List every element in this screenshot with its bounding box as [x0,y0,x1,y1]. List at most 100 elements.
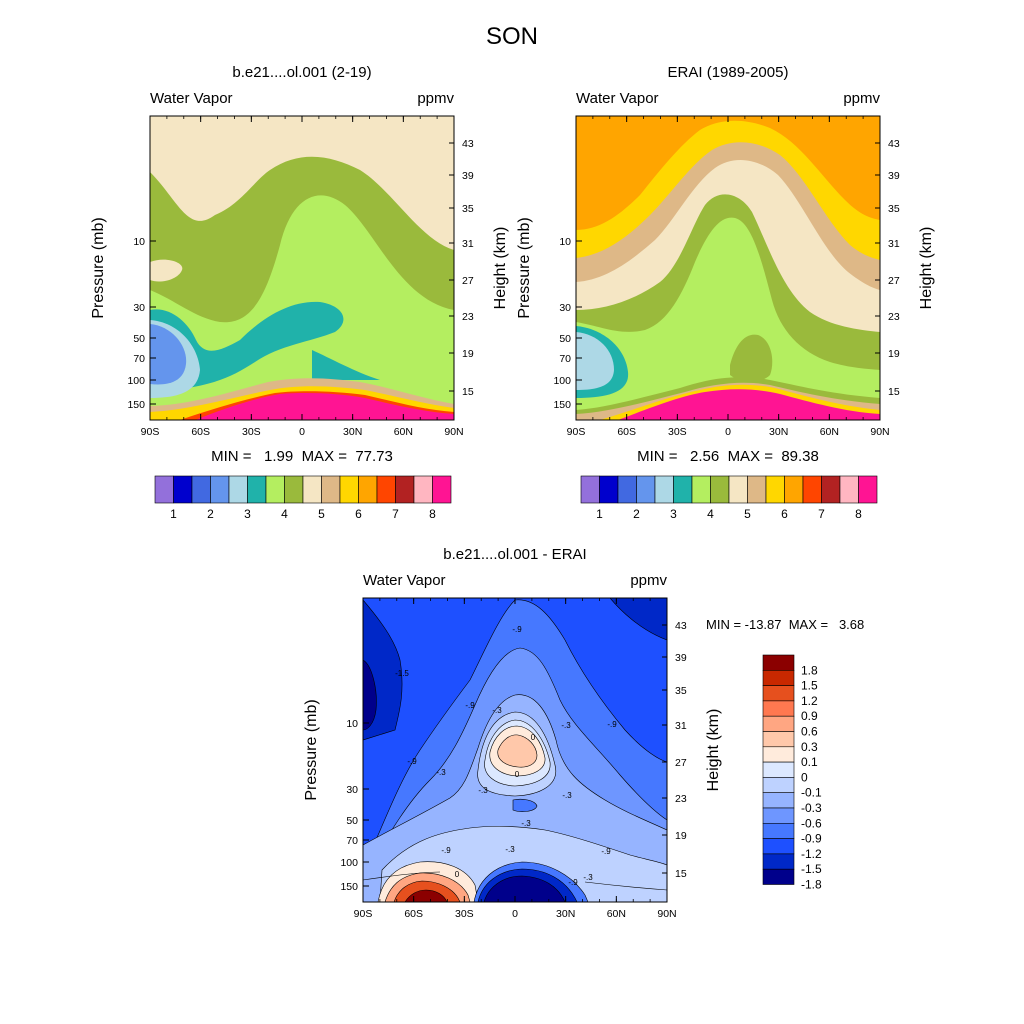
contour-label: -.3 [562,791,572,800]
panel-erai-xtick-label: 60N [820,426,839,438]
panel-diff-ytick-label: 70 [346,835,358,847]
panel-model-ytick-label: 100 [127,375,145,387]
colorbar-box [762,731,795,748]
panel-diff-ytick-label: 30 [346,784,358,796]
colorbar-box [413,475,433,504]
colorbar-label: 1 [170,507,177,521]
panel-erai-field [576,116,880,420]
figure-title: SON [486,23,538,50]
colorbar-label: 0.9 [801,709,818,723]
panel-model-xtick-label: 60S [191,426,210,438]
panel-diff-field [363,598,667,902]
panel-model-xtick-label: 90N [444,426,463,438]
colorbar-label: -1.5 [801,862,822,876]
panel-diff-title: b.e21....ol.001 - ERAI [443,546,586,563]
contour-label: 0 [531,733,536,742]
panel-erai-y2tick-label: 15 [888,386,900,398]
colorbar-label: -0.9 [801,832,822,846]
panel-model-xtick-label: 30N [343,426,362,438]
colorbar-box [747,475,767,504]
panel-erai-xtick-label: 0 [725,426,731,438]
contour-label: -.3 [561,721,571,730]
panel-diff: b.e21....ol.001 - ERAI Water Vapor ppmv [303,546,864,920]
colorbar-label: 1.2 [801,694,818,708]
colorbar-label: 2 [207,507,214,521]
colorbar-box [762,715,795,732]
colorbar-label: 8 [855,507,862,521]
colorbar-box [395,475,415,504]
colorbar-label: 5 [318,507,325,521]
panel-erai-ytick-label: 150 [553,399,571,411]
colorbar-box [265,475,285,504]
colorbar-box [580,475,600,504]
panel-model-y2tick-label: 15 [462,386,474,398]
panel-diff-contour-labels: -.9-1.5-.9-.3-.9-.30-.3 -.90-.3-.3-.9-.3-… [395,625,617,887]
colorbar-box [762,822,795,839]
panel-diff-xtick-label: 60S [404,908,423,920]
panel-model-blob-teal-north [312,350,380,380]
panel-erai-blob-olive-south [730,334,773,382]
panel-model-axes: 90S 60S 30S 0 30N 60N 90N 10 30 50 70 100 150 43 39 35 3… [127,116,474,438]
panel-diff-ytick-label: 50 [346,815,358,827]
panel-erai-y2tick-label: 27 [888,275,900,287]
panel-model-y2tick-label: 35 [462,203,474,215]
panel-model-trop-magenta [195,393,454,420]
colorbar-box [154,475,174,504]
colorbar-label: 1.8 [801,663,818,677]
panel-model-y2tick-label: 43 [462,138,474,150]
panel-model-stats: MIN = 1.99 MAX = 77.73 [211,448,393,465]
panel-erai-y2tick-label: 35 [888,203,900,215]
colorbar-box [762,685,795,702]
panel-diff-y2tick-label: 19 [675,830,687,842]
panel-erai-xtick-label: 30N [769,426,788,438]
panel-diff-y2tick-label: 27 [675,757,687,769]
panel-diff-cool-core [483,875,566,902]
panel-erai-xtick-label: 90N [870,426,889,438]
colorbar-label: 1 [596,507,603,521]
colorbar-label: 0 [801,770,808,784]
panel-erai-stats: MIN = 2.56 MAX = 89.38 [637,448,819,465]
panel-erai-xtick-label: 30S [668,426,687,438]
panel-model-xtick-label: 0 [299,426,305,438]
contour-label: -.9 [601,847,611,856]
panel-erai-band-lightblue [576,332,614,390]
colorbar-box [762,792,795,809]
colorbar-box [210,475,230,504]
colorbar-box [636,475,656,504]
contour-label: -.3 [521,819,531,828]
panel-erai-y2tick-label: 43 [888,138,900,150]
colorbar-box [247,475,267,504]
colorbar-label: 4 [707,507,714,521]
colorbar-box [599,475,619,504]
colorbar-label: 1.5 [801,679,818,693]
contour-label: -.3 [492,706,502,715]
panel-erai-right-label: ppmv [843,90,880,107]
panel-diff-right-label: ppmv [630,572,667,589]
panel-diff-ylabel: Pressure (mb) [303,699,320,800]
panel-model-y2tick-label: 31 [462,238,474,250]
panel-model-y2tick-label: 23 [462,311,474,323]
colorbar-box [762,853,795,870]
colorbar-box [302,475,322,504]
colorbar-box [321,475,341,504]
panel-erai-ytick-label: 50 [559,333,571,345]
panel-erai-ylabel: Pressure (mb) [516,217,533,318]
colorbar-box [728,475,748,504]
colorbar-box [339,475,359,504]
panel-model-ytick-label: 50 [133,333,145,345]
colorbar-label: 0.6 [801,725,818,739]
panel-erai-title: ERAI (1989-2005) [668,64,789,81]
colorbar-label: -0.6 [801,816,822,830]
panel-model-xtick-label: 90S [141,426,160,438]
panel-model-ylabel: Pressure (mb) [90,217,107,318]
colorbar-box [432,475,452,504]
colorbar-box [839,475,859,504]
panel-model-blob-light [150,259,183,282]
contour-label: -.9 [607,720,617,729]
contour-label: -.3 [505,845,515,854]
panel-model-xtick-label: 60N [394,426,413,438]
panel-model-xtick-label: 30S [242,426,261,438]
panel-diff-y2tick-label: 15 [675,868,687,880]
panel-diff-y2label: Height (km) [705,709,722,792]
